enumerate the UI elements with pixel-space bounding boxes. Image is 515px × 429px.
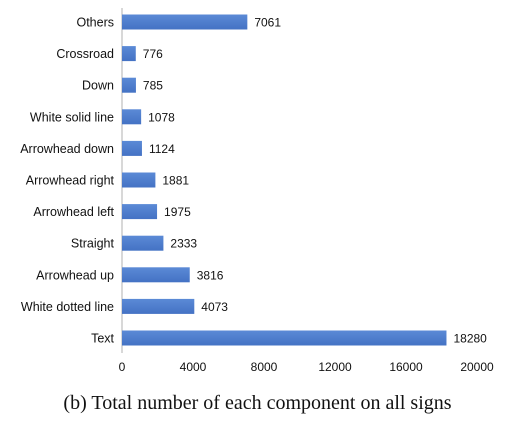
category-label: Arrowhead left [33, 205, 114, 219]
bar [122, 298, 195, 314]
data-label: 785 [143, 79, 163, 93]
category-label: Arrowhead down [20, 142, 114, 156]
bar [122, 77, 136, 93]
category-label: Straight [71, 237, 115, 251]
category-label: Others [76, 16, 114, 30]
x-tick-label: 8000 [251, 360, 278, 374]
data-label: 7061 [254, 16, 281, 30]
x-tick-label: 0 [119, 360, 126, 374]
data-label: 2333 [170, 237, 197, 251]
category-label: Arrowhead right [26, 174, 115, 188]
category-label: White solid line [30, 110, 114, 124]
x-tick-label: 20000 [460, 360, 494, 374]
bar [122, 267, 190, 283]
bar [122, 235, 164, 251]
data-label: 1975 [164, 205, 191, 219]
data-label: 1881 [162, 174, 189, 188]
category-label: Text [91, 332, 114, 346]
bar [122, 172, 156, 188]
bar [122, 204, 158, 220]
bar [122, 140, 142, 156]
data-label: 18280 [453, 332, 487, 346]
x-tick-label: 16000 [389, 360, 423, 374]
data-label: 1078 [148, 110, 175, 124]
bar [122, 330, 447, 346]
data-label: 3816 [197, 268, 224, 282]
bar [122, 109, 142, 125]
x-tick-label: 4000 [180, 360, 207, 374]
category-label: White dotted line [21, 300, 114, 314]
data-label: 776 [143, 47, 163, 61]
category-label: Down [82, 79, 114, 93]
bar [122, 14, 248, 30]
data-label: 4073 [201, 300, 228, 314]
x-tick-label: 12000 [318, 360, 352, 374]
figure-caption: (b) Total number of each component on al… [63, 392, 452, 414]
category-label: Crossroad [56, 47, 114, 61]
category-label: Arrowhead up [36, 268, 114, 282]
bar [122, 46, 136, 62]
data-label: 1124 [149, 142, 175, 156]
